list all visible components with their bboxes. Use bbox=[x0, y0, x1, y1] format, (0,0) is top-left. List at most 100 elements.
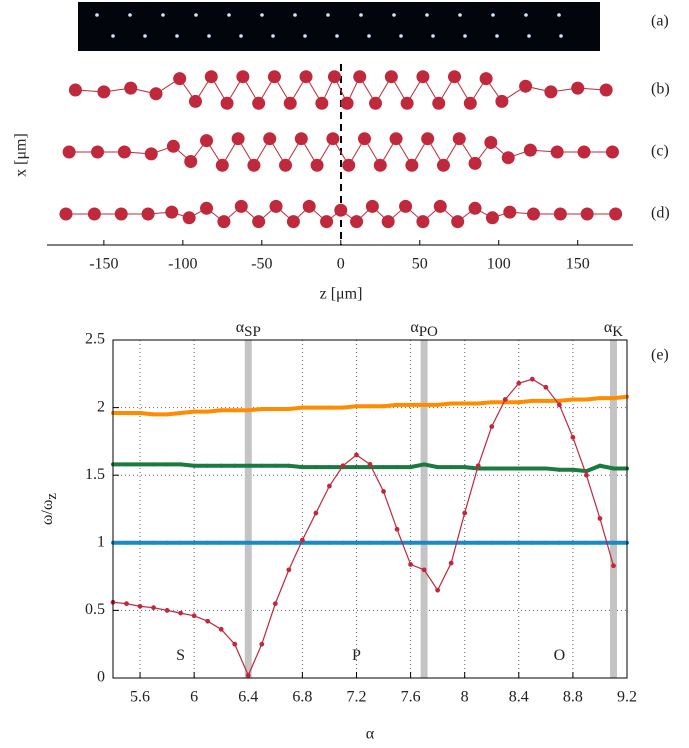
series-point bbox=[232, 641, 238, 647]
ion bbox=[68, 83, 82, 97]
panel-label: (d) bbox=[651, 205, 670, 222]
ion bbox=[433, 199, 447, 213]
ion bbox=[320, 215, 334, 229]
series-point bbox=[570, 397, 575, 402]
ion bbox=[432, 96, 446, 110]
series-point bbox=[462, 510, 468, 516]
series-point bbox=[611, 563, 616, 569]
ion bbox=[340, 96, 354, 110]
x-tick-label: 100 bbox=[487, 256, 511, 273]
ion-dot bbox=[463, 34, 467, 38]
series-point bbox=[354, 452, 359, 458]
series-point bbox=[556, 402, 562, 408]
series-point bbox=[327, 465, 332, 470]
ion bbox=[400, 96, 414, 110]
series-point bbox=[449, 540, 454, 545]
series-point bbox=[489, 424, 495, 429]
ion-dot bbox=[367, 34, 371, 38]
series-point bbox=[584, 472, 589, 478]
ion-dot bbox=[431, 34, 435, 38]
x-tick-label: 6.4 bbox=[238, 689, 258, 706]
series-point bbox=[394, 526, 400, 532]
ion bbox=[405, 158, 419, 172]
ion-dot bbox=[335, 34, 339, 38]
ion bbox=[495, 94, 509, 108]
series-point bbox=[408, 402, 413, 407]
series-point bbox=[395, 402, 400, 407]
series-point bbox=[286, 567, 292, 573]
ion bbox=[365, 199, 379, 213]
series-point bbox=[191, 613, 197, 619]
ion-dot bbox=[161, 13, 165, 17]
series-point bbox=[313, 405, 318, 410]
series-point bbox=[368, 540, 372, 545]
ion bbox=[451, 215, 465, 229]
ion bbox=[247, 158, 261, 172]
series-point bbox=[232, 408, 237, 413]
region-label: S bbox=[176, 647, 185, 664]
y-tick-label: 2.5 bbox=[85, 331, 105, 348]
y-tick-label: 0.5 bbox=[85, 601, 105, 618]
ion bbox=[165, 205, 179, 219]
ion bbox=[252, 96, 266, 110]
series-point bbox=[435, 465, 440, 470]
ion bbox=[217, 215, 231, 229]
series-point bbox=[557, 467, 562, 472]
series-point bbox=[597, 396, 602, 401]
ion bbox=[299, 70, 313, 84]
ion bbox=[350, 215, 364, 229]
series-point bbox=[205, 540, 210, 545]
series-point bbox=[313, 540, 318, 545]
ion-dot bbox=[303, 34, 307, 38]
ion bbox=[267, 70, 281, 84]
series-point bbox=[489, 400, 494, 405]
ion bbox=[526, 207, 540, 221]
series-point bbox=[381, 540, 386, 545]
series-point bbox=[516, 540, 521, 545]
panel-label: (a) bbox=[651, 13, 669, 30]
series-point bbox=[408, 562, 413, 567]
series-point bbox=[529, 376, 535, 382]
series-point bbox=[259, 463, 264, 468]
series-point bbox=[354, 404, 359, 409]
threshold-label: αSP bbox=[236, 319, 261, 341]
ion bbox=[252, 215, 266, 229]
series-point bbox=[367, 461, 373, 467]
ion bbox=[144, 147, 158, 161]
series-point bbox=[124, 462, 129, 467]
x-tick-label: 50 bbox=[412, 256, 428, 273]
series-point bbox=[449, 401, 454, 406]
x-tick-label: 5.6 bbox=[130, 689, 150, 706]
ion bbox=[389, 132, 403, 146]
series-point bbox=[259, 406, 264, 411]
ion-dot bbox=[491, 13, 495, 17]
ion bbox=[91, 145, 105, 159]
series-point bbox=[286, 463, 291, 468]
ion-dot bbox=[326, 13, 330, 17]
series-point bbox=[530, 398, 535, 403]
series-point bbox=[422, 540, 427, 545]
series-point bbox=[475, 463, 481, 469]
series-point bbox=[178, 610, 184, 616]
y-tick-label: 0 bbox=[97, 669, 105, 686]
series-point bbox=[218, 626, 224, 632]
ion bbox=[501, 151, 515, 165]
series-point bbox=[543, 384, 549, 390]
threshold-band bbox=[244, 340, 252, 678]
series-point bbox=[137, 603, 143, 609]
series-point bbox=[192, 540, 197, 545]
y-tick-label: 1.5 bbox=[85, 466, 105, 483]
series-point bbox=[502, 397, 508, 402]
ion bbox=[479, 72, 493, 86]
threshold-symbol: α bbox=[410, 319, 419, 336]
x-tick-label: 7.2 bbox=[346, 689, 366, 706]
ion bbox=[503, 205, 517, 219]
series-line bbox=[112, 378, 615, 677]
series-point bbox=[570, 467, 575, 472]
series-point bbox=[570, 434, 576, 440]
x-tick-label: 8.8 bbox=[563, 689, 583, 706]
series-point bbox=[313, 465, 318, 470]
ion bbox=[234, 199, 248, 213]
ion-dot bbox=[207, 34, 211, 38]
series-point bbox=[273, 406, 278, 411]
